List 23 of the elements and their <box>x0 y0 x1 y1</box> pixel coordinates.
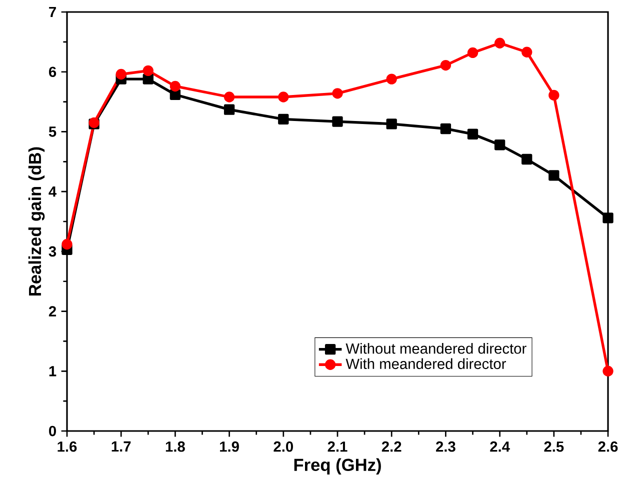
y-tick-label: 0 <box>49 426 56 436</box>
y-tick-label: 6 <box>48 66 56 78</box>
y-tick-label: 4 <box>48 186 57 197</box>
y-tick-label: 3 <box>48 246 56 257</box>
x-tick-label: 2.3 <box>436 441 456 452</box>
y-tick-label: 5 <box>48 126 56 137</box>
y-tick-label: 1 <box>49 366 56 376</box>
x-tick-label: 2.5 <box>544 441 564 452</box>
x-tick-label: 2.1 <box>328 441 348 452</box>
x-axis-title: Freq (GHz) <box>294 458 381 474</box>
legend-label: Without meandered director <box>346 343 526 354</box>
x-tick-label: 1.9 <box>220 441 239 452</box>
x-tick-label: 1.7 <box>112 441 131 452</box>
legend-label: With meandered director <box>346 358 506 370</box>
x-tick-label: 1.8 <box>166 441 185 452</box>
x-tick-label: 2.2 <box>382 441 402 452</box>
y-tick-label: 7 <box>49 6 56 18</box>
x-tick-label: 2.6 <box>598 441 618 452</box>
x-tick-label: 2.4 <box>490 441 510 452</box>
x-tick-label: 2.0 <box>274 441 293 452</box>
y-tick-label: 2 <box>48 306 56 316</box>
x-tick-label: 1.6 <box>58 441 77 452</box>
y-axis-title: Realized gain (dB) <box>28 147 45 296</box>
